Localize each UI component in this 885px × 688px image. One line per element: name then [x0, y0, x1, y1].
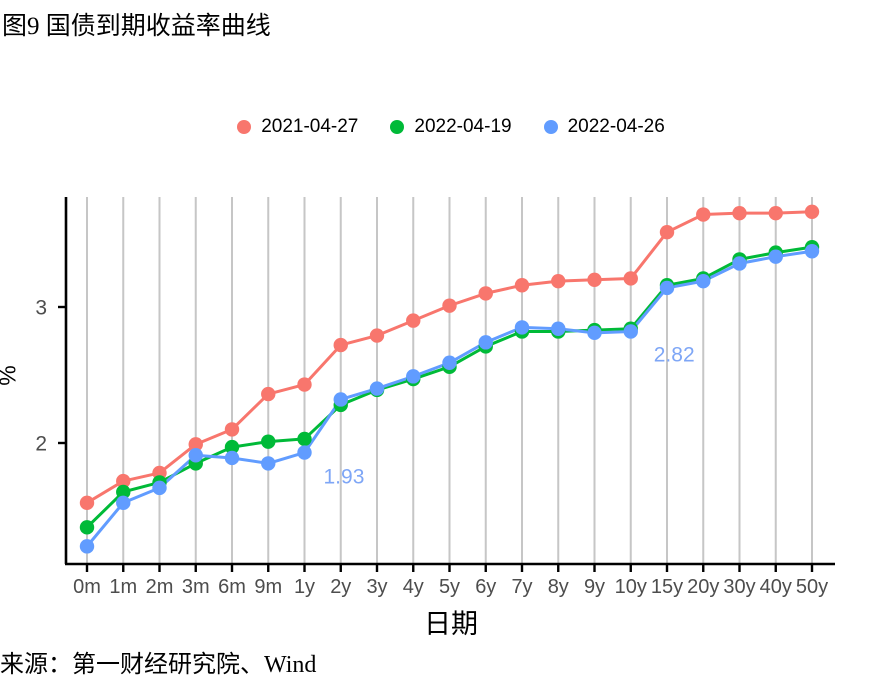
- data-point: [551, 273, 566, 289]
- data-point: [116, 495, 131, 511]
- data-point: [406, 313, 421, 328]
- x-tick-label: 30y: [723, 576, 755, 598]
- data-point: [587, 325, 602, 341]
- legend-item-2021-04-27: 2021-04-27: [237, 116, 358, 138]
- data-point: [261, 386, 276, 402]
- y-tick-label: 3: [35, 297, 47, 320]
- x-tick-label: 3y: [366, 576, 387, 598]
- data-point: [369, 328, 385, 343]
- data-point: [297, 431, 312, 447]
- x-tick-label: 9y: [584, 576, 605, 598]
- legend: 2021-04-27 2022-04-19 2022-04-26: [67, 116, 835, 138]
- data-point: [551, 321, 566, 336]
- x-tick-label: 6m: [218, 576, 246, 598]
- x-tick-label: 2m: [146, 576, 174, 598]
- data-point: [116, 484, 131, 500]
- data-point: [587, 272, 602, 287]
- data-point: [442, 298, 457, 313]
- data-point: [623, 271, 638, 286]
- legend-label: 2022-04-19: [414, 116, 512, 137]
- legend-label: 2021-04-27: [261, 116, 359, 137]
- data-point: [478, 335, 493, 350]
- legend-dot-red-icon: [237, 120, 252, 134]
- data-point: [768, 205, 783, 221]
- data-point: [514, 278, 530, 293]
- data-point: [696, 273, 711, 289]
- y-axis-title: %: [0, 365, 22, 385]
- x-tick-label: 0m: [73, 576, 101, 598]
- data-point: [514, 320, 530, 335]
- data-point: [623, 324, 638, 339]
- legend-item-2022-04-19: 2022-04-19: [390, 116, 512, 138]
- legend-dot-blue-icon: [543, 120, 558, 134]
- annotation-label: 2.82: [654, 343, 695, 366]
- x-tick-label: 20y: [687, 576, 719, 598]
- legend-label: 2022-04-26: [567, 116, 665, 137]
- data-point: [188, 437, 203, 452]
- annotation-label: 1.93: [324, 466, 365, 489]
- data-point: [79, 539, 95, 554]
- data-point: [116, 473, 131, 489]
- data-point: [804, 204, 820, 219]
- data-point: [188, 448, 203, 463]
- y-tick-label: 2: [35, 433, 47, 456]
- data-point: [261, 434, 276, 449]
- x-tick-label: 40y: [760, 576, 792, 598]
- data-point: [333, 392, 348, 407]
- data-point: [732, 256, 747, 271]
- x-tick-label: 4y: [403, 576, 424, 598]
- data-point: [406, 369, 421, 384]
- data-point: [369, 381, 385, 396]
- data-point: [297, 377, 312, 392]
- data-point: [79, 520, 95, 535]
- x-tick-label: 1y: [294, 576, 315, 598]
- data-point: [261, 456, 276, 471]
- data-point: [224, 450, 240, 466]
- data-point: [732, 205, 747, 221]
- x-tick-label: 6y: [475, 576, 496, 598]
- x-tick-label: 5y: [439, 576, 460, 598]
- source-note: 来源：第一财经研究院、Wind: [0, 652, 317, 678]
- legend-dot-green-icon: [390, 120, 405, 134]
- x-tick-label: 15y: [651, 576, 683, 598]
- data-point: [696, 207, 711, 222]
- data-point: [79, 495, 95, 511]
- data-point: [659, 225, 675, 240]
- data-point: [297, 445, 312, 460]
- x-tick-label: 9m: [254, 576, 282, 598]
- legend-item-2022-04-26: 2022-04-26: [543, 116, 665, 138]
- data-point: [442, 355, 457, 370]
- x-axis-title: 日期: [424, 609, 478, 639]
- chart-title: 图9 国债到期收益率曲线: [2, 13, 271, 40]
- data-point: [478, 286, 493, 301]
- data-point: [333, 337, 348, 353]
- data-point: [804, 244, 820, 259]
- x-tick-label: 2y: [330, 576, 351, 598]
- data-point: [224, 422, 240, 437]
- data-point: [768, 249, 783, 264]
- x-tick-label: 10y: [615, 576, 647, 598]
- x-tick-label: 50y: [796, 576, 828, 598]
- x-tick-label: 7y: [511, 576, 532, 598]
- data-point: [224, 439, 240, 455]
- x-tick-label: 1m: [109, 576, 137, 598]
- data-point: [152, 480, 167, 496]
- x-tick-label: 8y: [548, 576, 569, 598]
- x-tick-label: 3m: [182, 576, 210, 598]
- data-point: [659, 280, 675, 296]
